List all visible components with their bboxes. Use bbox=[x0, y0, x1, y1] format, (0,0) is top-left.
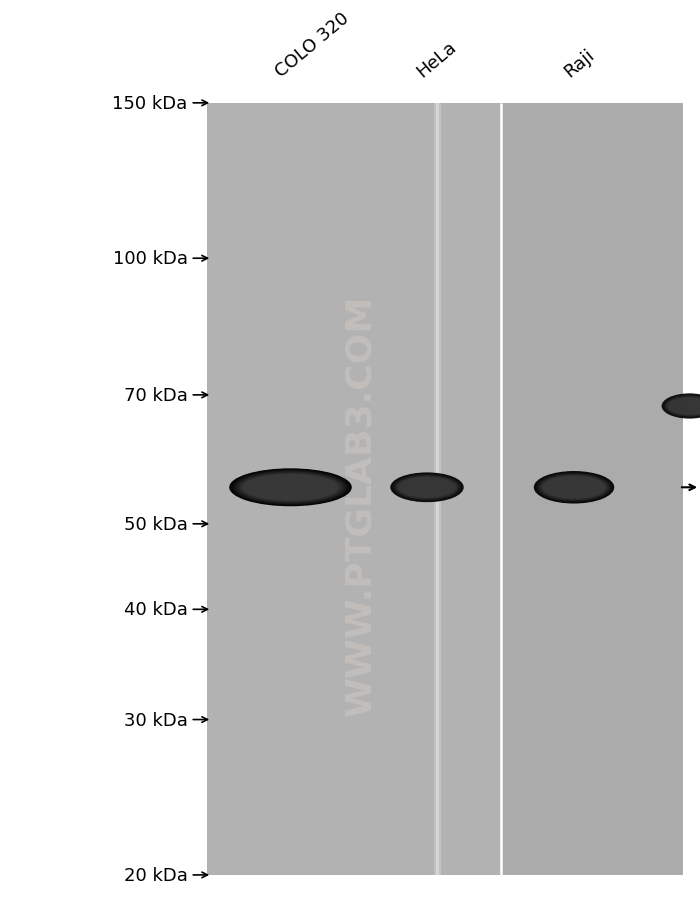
Ellipse shape bbox=[235, 472, 346, 504]
Ellipse shape bbox=[230, 469, 351, 507]
Bar bbox=[434, 104, 441, 875]
Ellipse shape bbox=[398, 477, 456, 499]
Bar bbox=[436, 104, 439, 875]
Ellipse shape bbox=[542, 476, 606, 499]
Ellipse shape bbox=[666, 397, 700, 416]
Ellipse shape bbox=[536, 473, 612, 502]
Ellipse shape bbox=[541, 475, 607, 500]
Ellipse shape bbox=[664, 395, 700, 418]
Ellipse shape bbox=[241, 474, 340, 502]
Ellipse shape bbox=[240, 474, 341, 502]
Ellipse shape bbox=[394, 475, 460, 501]
Ellipse shape bbox=[392, 474, 462, 502]
Ellipse shape bbox=[243, 474, 338, 501]
Text: 30 kDa: 30 kDa bbox=[124, 711, 188, 729]
Text: 50 kDa: 50 kDa bbox=[124, 515, 188, 533]
Ellipse shape bbox=[665, 396, 700, 417]
Text: Raji: Raji bbox=[561, 46, 598, 81]
Ellipse shape bbox=[666, 397, 700, 417]
Ellipse shape bbox=[391, 473, 463, 502]
Ellipse shape bbox=[538, 474, 610, 502]
Ellipse shape bbox=[231, 469, 350, 506]
Ellipse shape bbox=[395, 475, 459, 500]
Ellipse shape bbox=[662, 394, 700, 419]
Ellipse shape bbox=[398, 477, 456, 498]
Text: 20 kDa: 20 kDa bbox=[124, 866, 188, 884]
Ellipse shape bbox=[234, 471, 347, 505]
Ellipse shape bbox=[664, 396, 700, 418]
Text: COLO 320: COLO 320 bbox=[272, 10, 353, 81]
Ellipse shape bbox=[668, 398, 700, 415]
Ellipse shape bbox=[540, 475, 608, 501]
Ellipse shape bbox=[539, 474, 609, 502]
Ellipse shape bbox=[395, 476, 458, 500]
Ellipse shape bbox=[662, 394, 700, 419]
Text: WWW.PTGLAB3.COM: WWW.PTGLAB3.COM bbox=[344, 295, 377, 715]
Ellipse shape bbox=[535, 472, 613, 503]
Bar bbox=[500, 104, 682, 875]
Bar bbox=[206, 104, 500, 875]
Ellipse shape bbox=[537, 474, 611, 502]
Ellipse shape bbox=[237, 472, 344, 503]
Text: 100 kDa: 100 kDa bbox=[113, 250, 188, 268]
Text: 40 kDa: 40 kDa bbox=[124, 601, 188, 619]
Ellipse shape bbox=[393, 474, 461, 502]
Ellipse shape bbox=[533, 472, 615, 504]
Bar bbox=[206, 104, 682, 875]
Text: HeLa: HeLa bbox=[413, 38, 460, 81]
Text: 70 kDa: 70 kDa bbox=[124, 386, 188, 404]
Ellipse shape bbox=[391, 474, 463, 502]
Ellipse shape bbox=[397, 476, 457, 499]
Ellipse shape bbox=[232, 470, 349, 505]
Ellipse shape bbox=[239, 473, 342, 502]
Ellipse shape bbox=[542, 476, 606, 500]
Ellipse shape bbox=[667, 398, 700, 416]
Ellipse shape bbox=[663, 395, 700, 419]
Text: 150 kDa: 150 kDa bbox=[113, 95, 188, 113]
